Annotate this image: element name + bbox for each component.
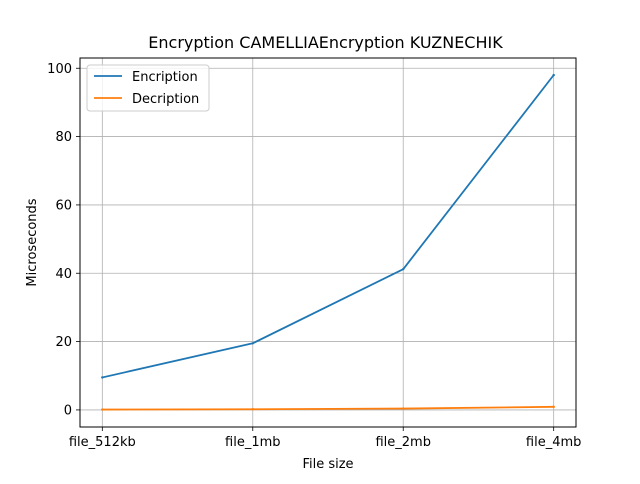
x-tick-label: file_4mb xyxy=(526,435,582,450)
y-tick-label: 40 xyxy=(55,267,72,282)
legend-label-1: Encription xyxy=(132,70,198,85)
x-tick-label: file_1mb xyxy=(225,435,281,450)
series-2-point xyxy=(402,407,405,410)
series-1-point xyxy=(251,342,254,345)
x-tick-label: file_512kb xyxy=(69,435,136,450)
y-axis-label: Microseconds xyxy=(25,198,40,286)
series-1-point xyxy=(402,267,405,271)
series-2-point xyxy=(101,408,104,411)
series-2-point xyxy=(552,405,555,409)
y-tick-label: 100 xyxy=(47,62,72,77)
legend-label-2: Decription xyxy=(132,92,199,107)
series-1-point xyxy=(101,376,104,379)
y-tick-label: 80 xyxy=(55,130,72,145)
series-1-point xyxy=(552,73,555,77)
y-tick-label: 0 xyxy=(64,403,72,418)
series-line-1 xyxy=(101,73,555,379)
x-tick-label: file_2mb xyxy=(375,435,431,450)
axis-ticks: file_512kb file_1mb file_2mb file_4mb 0 20 40 6… xyxy=(47,62,581,450)
plot-frame xyxy=(79,57,577,428)
legend: Encription Decription xyxy=(86,64,210,112)
y-tick-label: 60 xyxy=(55,198,72,213)
series-2-point xyxy=(251,408,254,411)
chart-title: Encryption CAMELLIAEncryption KUZNECHIK xyxy=(148,33,503,52)
grid xyxy=(80,58,576,427)
series-line-2 xyxy=(101,405,555,411)
y-tick-label: 20 xyxy=(55,335,72,350)
x-axis-label: File size xyxy=(302,457,353,472)
series-lines xyxy=(101,73,555,411)
